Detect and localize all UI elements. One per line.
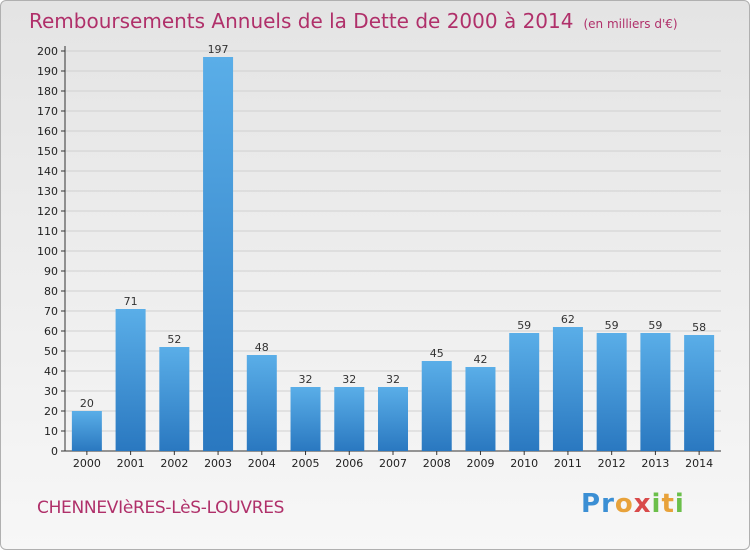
x-tick-label-2003: 2003 [204, 457, 232, 470]
bar-2012 [596, 333, 627, 451]
bars [71, 57, 715, 451]
x-tick-label-2000: 2000 [73, 457, 101, 470]
data-label-2000: 20 [80, 397, 94, 410]
y-tick-label: 60 [44, 325, 58, 338]
chart-unit: (en milliers d'€) [583, 17, 678, 31]
data-label-2014: 58 [692, 321, 706, 334]
bar-2007 [378, 387, 408, 451]
commune-name: CHENNEVIèRES-LèS-LOUVRES [37, 498, 285, 518]
y-tick-label: 20 [44, 405, 58, 418]
y-tick-label: 130 [37, 185, 58, 198]
data-label-2009: 42 [473, 353, 487, 366]
x-tick-label-2010: 2010 [510, 457, 538, 470]
x-tick-label-2012: 2012 [598, 457, 626, 470]
y-tick-label: 0 [51, 445, 58, 458]
x-tick-label-2002: 2002 [160, 457, 188, 470]
x-tick-label-2006: 2006 [335, 457, 363, 470]
x-tick-label-2009: 2009 [466, 457, 494, 470]
bar-2009 [465, 367, 496, 451]
data-label-2005: 32 [299, 373, 313, 386]
x-tick-label-2013: 2013 [641, 457, 669, 470]
data-label-2002: 52 [167, 333, 181, 346]
bar-2002 [159, 347, 190, 451]
x-tick-label-2001: 2001 [117, 457, 145, 470]
x-tick-label-2014: 2014 [685, 457, 713, 470]
data-label-2012: 59 [605, 319, 619, 332]
bar-2006 [334, 387, 365, 451]
y-tick-label: 100 [37, 245, 58, 258]
data-label-2008: 45 [430, 347, 444, 360]
y-tick-label: 180 [37, 85, 58, 98]
data-label-2011: 62 [561, 313, 575, 326]
data-label-2003: 197 [208, 43, 229, 56]
proxiti-logo: Proxiti [581, 489, 685, 519]
bar-2011 [552, 327, 583, 451]
y-tick-label: 40 [44, 365, 58, 378]
x-tick-label-2004: 2004 [248, 457, 276, 470]
x-tick-label-2005: 2005 [292, 457, 320, 470]
data-label-2001: 71 [124, 295, 138, 308]
y-tick-label: 160 [37, 125, 58, 138]
data-label-2007: 32 [386, 373, 400, 386]
chart-title: Remboursements Annuels de la Dette de 20… [29, 9, 678, 33]
y-tick-label: 190 [37, 65, 58, 78]
y-tick-label: 90 [44, 265, 58, 278]
y-tick-label: 80 [44, 285, 58, 298]
x-tick-label-2007: 2007 [379, 457, 407, 470]
bar-2000 [71, 411, 102, 451]
y-tick-label: 30 [44, 385, 58, 398]
bar-2014 [684, 335, 715, 451]
y-tick-label: 10 [44, 425, 58, 438]
y-tick-label: 170 [37, 105, 58, 118]
bar-2010 [509, 333, 540, 451]
y-tick-label: 140 [37, 165, 58, 178]
y-tick-label: 200 [37, 45, 58, 58]
data-label-2006: 32 [342, 373, 356, 386]
chart-title-text: Remboursements Annuels de la Dette de 20… [29, 9, 574, 33]
y-tick-label: 110 [37, 225, 58, 238]
bar-2005 [290, 387, 321, 451]
bar-2013 [640, 333, 671, 451]
y-tick-label: 50 [44, 345, 58, 358]
y-tick-label: 70 [44, 305, 58, 318]
bar-2001 [115, 309, 146, 451]
y-tick-label: 120 [37, 205, 58, 218]
data-label-2010: 59 [517, 319, 531, 332]
x-tick-label-2011: 2011 [554, 457, 582, 470]
data-label-2013: 59 [648, 319, 662, 332]
bar-2004 [246, 355, 277, 451]
y-tick-label: 150 [37, 145, 58, 158]
labels: 2000 20 2001 71 2002 52 2003 197 2004 48 2005 32 200… [73, 43, 713, 470]
bar-2003 [203, 57, 234, 451]
bar-2008 [421, 361, 452, 451]
data-label-2004: 48 [255, 341, 269, 354]
x-tick-label-2008: 2008 [423, 457, 451, 470]
